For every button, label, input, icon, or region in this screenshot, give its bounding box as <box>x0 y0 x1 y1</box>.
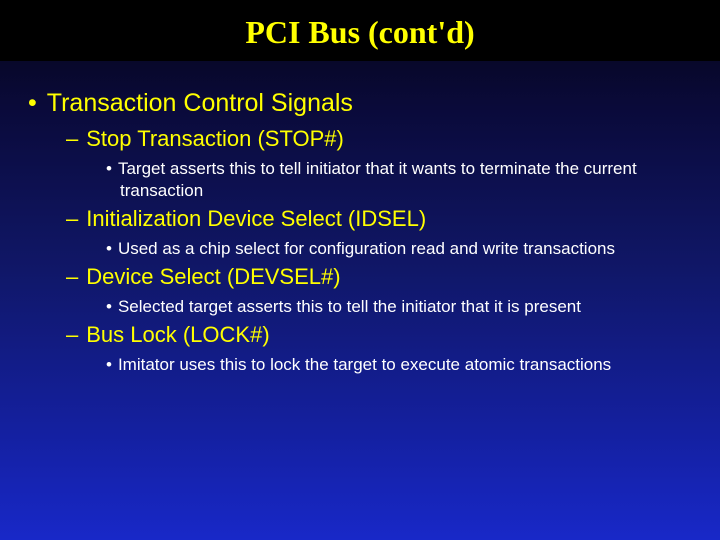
dot-icon: • <box>106 239 112 258</box>
dash-icon: – <box>66 322 78 347</box>
level3-item: • Selected target asserts this to tell th… <box>106 296 670 318</box>
level3-item: • Used as a chip select for configuration… <box>106 238 670 260</box>
level3-text: Target asserts this to tell initiator th… <box>118 159 637 200</box>
dash-icon: – <box>66 126 78 151</box>
slide-content: •Transaction Control Signals –Stop Trans… <box>0 61 720 376</box>
level2-heading: Bus Lock (LOCK#) <box>86 322 269 347</box>
level3-text: Imitator uses this to lock the target to… <box>118 355 611 374</box>
level2-item: –Initialization Device Select (IDSEL) <box>66 206 700 232</box>
dash-icon: – <box>66 206 78 231</box>
dot-icon: • <box>106 355 112 374</box>
level1-text: Transaction Control Signals <box>47 89 353 117</box>
level3-item: • Target asserts this to tell initiator t… <box>106 158 670 202</box>
level3-text: Selected target asserts this to tell the… <box>118 297 581 316</box>
level2-heading: Stop Transaction (STOP#) <box>86 126 344 151</box>
bullet-icon: • <box>28 89 37 117</box>
level2-item: –Bus Lock (LOCK#) <box>66 322 700 348</box>
dot-icon: • <box>106 297 112 316</box>
level3-item: • Imitator uses this to lock the target t… <box>106 354 670 376</box>
dot-icon: • <box>106 159 112 178</box>
level2-item: –Device Select (DEVSEL#) <box>66 264 700 290</box>
level2-heading: Device Select (DEVSEL#) <box>86 264 340 289</box>
dash-icon: – <box>66 264 78 289</box>
title-bar: PCI Bus (cont'd) <box>0 0 720 61</box>
level1-item: • Transaction Control Signals <box>28 89 700 118</box>
level2-heading: Initialization Device Select (IDSEL) <box>86 206 426 231</box>
level3-text: Used as a chip select for configuration … <box>118 239 615 258</box>
level2-item: –Stop Transaction (STOP#) <box>66 126 700 152</box>
slide-title: PCI Bus (cont'd) <box>245 14 474 50</box>
